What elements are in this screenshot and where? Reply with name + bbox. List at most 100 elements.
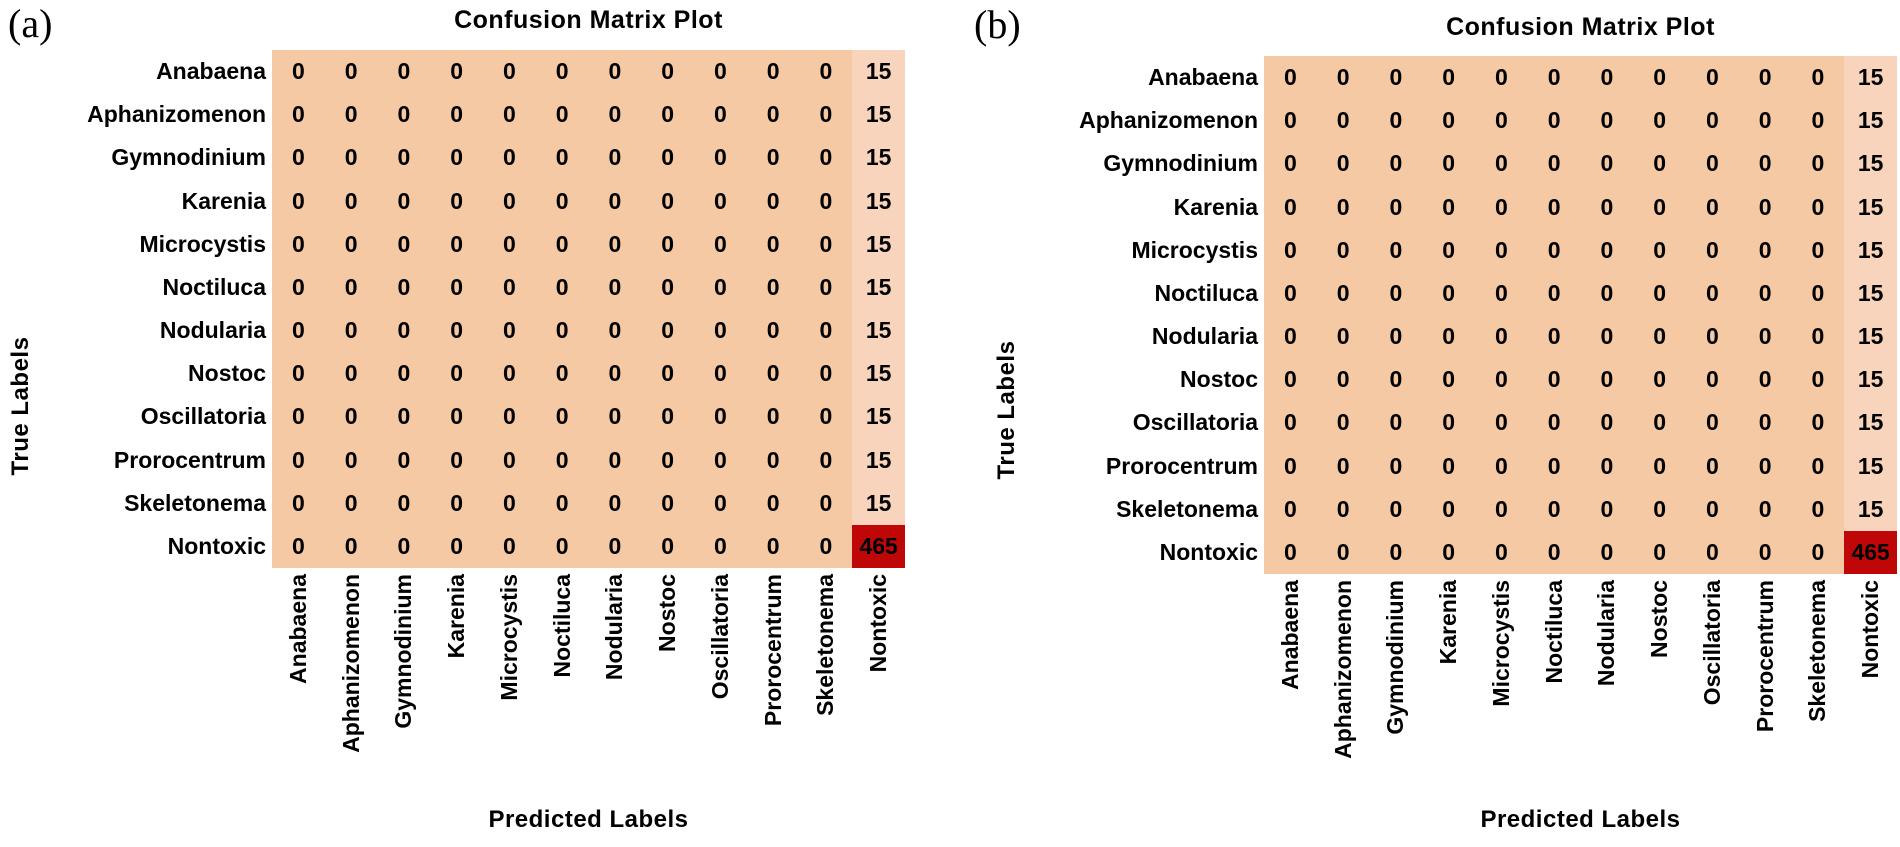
matrix-cell: 0 <box>535 265 589 309</box>
matrix-cell: 0 <box>1527 358 1581 402</box>
x-tick-label: Karenia <box>430 574 483 799</box>
y-tick-label: Nontoxic <box>167 532 266 559</box>
matrix-cell: 0 <box>746 481 800 525</box>
matrix-cell: 0 <box>746 265 800 309</box>
matrix-cell: 0 <box>1738 487 1792 531</box>
x-tick-label-text: Anabaena <box>1276 580 1303 690</box>
x-tick-label-text: Noctiluca <box>548 574 575 678</box>
matrix-cell: 0 <box>641 524 694 568</box>
matrix-cell: 0 <box>272 438 325 482</box>
matrix-cell: 0 <box>535 50 589 94</box>
matrix-cell: 0 <box>483 524 536 568</box>
x-tick-label: Anabaena <box>1264 580 1317 805</box>
matrix-cell: 0 <box>1527 142 1581 186</box>
matrix-cell: 15 <box>1844 142 1897 186</box>
matrix-cell: 0 <box>746 136 800 180</box>
matrix-cell: 0 <box>1527 315 1581 359</box>
matrix-cell: 0 <box>1422 142 1475 186</box>
matrix-cell: 0 <box>1369 444 1423 488</box>
x-tick-label: Gymnodinium <box>378 574 431 799</box>
y-tick-label: Gymnodinium <box>1103 150 1258 177</box>
matrix-cell: 0 <box>430 50 483 94</box>
matrix-cell: 0 <box>1264 401 1317 445</box>
matrix-cell: 0 <box>1527 228 1581 272</box>
y-tick-label: Skeletonema <box>124 489 266 516</box>
matrix-cell: 0 <box>1686 185 1739 229</box>
x-tick-label: Noctiluca <box>536 574 589 799</box>
matrix-cell: 0 <box>799 93 853 137</box>
matrix-cell: 0 <box>799 395 853 439</box>
matrix-cell: 0 <box>1738 530 1792 574</box>
x-tick-label: Microcystis <box>483 574 536 799</box>
matrix-cell: 0 <box>272 395 325 439</box>
matrix-cell: 0 <box>588 438 642 482</box>
y-tick-label: Skeletonema <box>1116 495 1258 522</box>
matrix-cell: 0 <box>1791 56 1845 100</box>
x-tick-label-text: Nostoc <box>1646 580 1673 658</box>
matrix-cell: 0 <box>588 481 642 525</box>
matrix-cell: 0 <box>1791 185 1845 229</box>
matrix-cell: 0 <box>1738 444 1792 488</box>
matrix-cell: 15 <box>1844 315 1897 359</box>
matrix-cell: 0 <box>272 481 325 525</box>
matrix-cell: 0 <box>1633 271 1686 315</box>
matrix-cell: 0 <box>1475 358 1528 402</box>
matrix-cell: 0 <box>1264 315 1317 359</box>
matrix-cell: 0 <box>1791 228 1845 272</box>
matrix-cell: 0 <box>1369 271 1423 315</box>
matrix-cell: 0 <box>1264 142 1317 186</box>
y-tick-label: Aphanizomenon <box>1079 107 1258 134</box>
matrix-cell: 0 <box>1316 358 1370 402</box>
matrix-cell: 0 <box>641 395 694 439</box>
matrix-cell: 0 <box>1316 56 1370 100</box>
matrix-cell: 0 <box>1686 271 1739 315</box>
matrix-cell: 0 <box>1264 358 1317 402</box>
matrix-cell: 0 <box>1580 315 1634 359</box>
x-tick-label-text: Prorocentrum <box>1751 580 1778 733</box>
matrix-cell: 0 <box>324 50 378 94</box>
y-tick-label: Prorocentrum <box>113 446 266 473</box>
matrix-cell: 0 <box>272 179 325 223</box>
matrix-cell: 15 <box>1844 358 1897 402</box>
x-tick-label-text: Oscillatoria <box>1698 580 1725 706</box>
matrix-cell: 0 <box>483 265 536 309</box>
matrix-cell: 0 <box>272 309 325 353</box>
y-tick-label: Karenia <box>1173 193 1258 220</box>
matrix-cell: 0 <box>430 265 483 309</box>
matrix-cell: 0 <box>1475 271 1528 315</box>
y-tick-label: Microcystis <box>139 230 266 257</box>
matrix-cell: 15 <box>852 93 905 137</box>
matrix-cell: 0 <box>324 352 378 396</box>
matrix-cell: 0 <box>588 265 642 309</box>
matrix-cell: 0 <box>588 93 642 137</box>
matrix-cell: 0 <box>535 352 589 396</box>
x-tick-label: Nodularia <box>1581 580 1634 805</box>
matrix-cell: 0 <box>1633 99 1686 143</box>
matrix-cell: 15 <box>852 136 905 180</box>
matrix-cell: 0 <box>746 395 800 439</box>
matrix-cell: 0 <box>324 524 378 568</box>
matrix-cell: 0 <box>746 438 800 482</box>
matrix-cell: 0 <box>1580 271 1634 315</box>
matrix-cell: 0 <box>694 309 747 353</box>
matrix-cell: 0 <box>1475 401 1528 445</box>
matrix-cell: 0 <box>1264 228 1317 272</box>
matrix-cell: 0 <box>1316 228 1370 272</box>
matrix-cell: 0 <box>324 395 378 439</box>
matrix-cell: 0 <box>324 438 378 482</box>
matrix-cell: 0 <box>324 265 378 309</box>
matrix-cell: 0 <box>272 136 325 180</box>
matrix-cell: 0 <box>1264 185 1317 229</box>
matrix-cell: 0 <box>694 136 747 180</box>
y-tick-label: Oscillatoria <box>1132 409 1258 436</box>
matrix-cell: 0 <box>272 222 325 266</box>
matrix-cell: 0 <box>430 309 483 353</box>
matrix-cell: 0 <box>1264 99 1317 143</box>
x-tick-label: Microcystis <box>1475 580 1528 805</box>
x-tick-label-text: Microcystis <box>1487 580 1514 707</box>
matrix-cell: 0 <box>799 524 853 568</box>
x-tick-label: Nodularia <box>589 574 642 799</box>
x-tick-label-text: Nodularia <box>601 574 628 681</box>
y-tick-label: Anabaena <box>156 58 266 85</box>
x-tick-label-text: Karenia <box>1435 580 1462 665</box>
